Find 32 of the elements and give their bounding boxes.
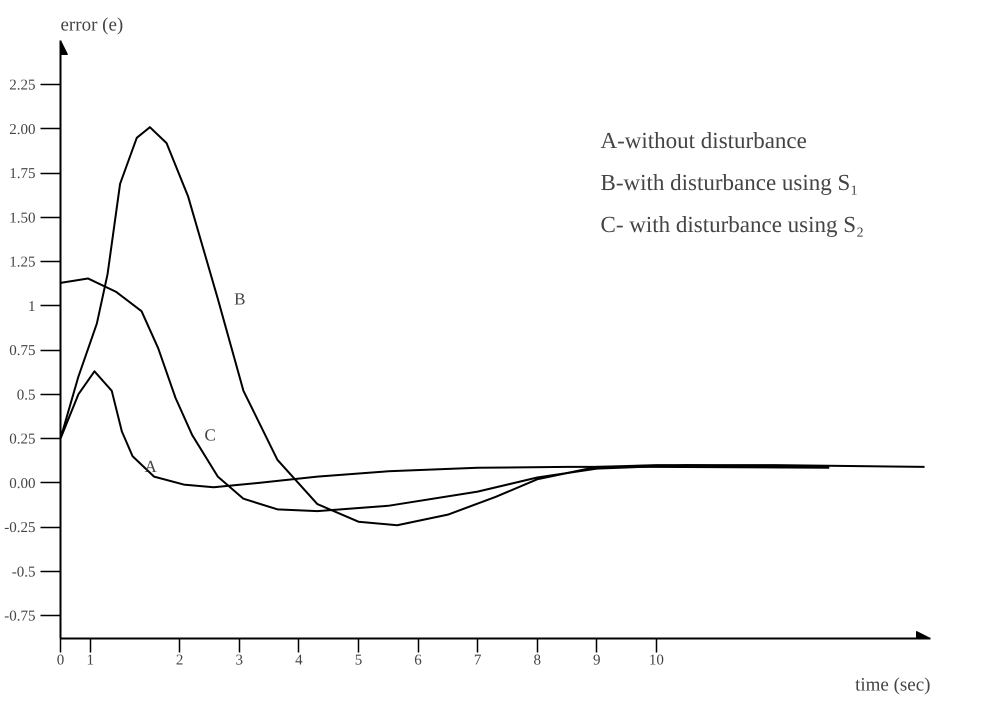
y-tick-label: -0.75: [4, 608, 36, 624]
x-tick-label: 10: [648, 652, 664, 668]
series-label: C: [204, 426, 216, 445]
y-tick-label: 1.75: [9, 166, 36, 182]
annotation: A-without disturbance: [600, 128, 807, 153]
y-tick-label: 0.00: [9, 476, 36, 492]
series-label: A: [144, 456, 158, 476]
y-tick-label: 2.25: [9, 78, 36, 94]
x-tick-label: 4: [295, 652, 304, 668]
y-axis-title: error (e): [60, 14, 124, 36]
y-tick-label: 2.00: [9, 122, 36, 138]
x-tick-label: 8: [533, 652, 541, 668]
y-tick-label: 0.75: [9, 343, 36, 360]
y-tick-label: 1: [28, 298, 36, 315]
x-tick-label: 7: [474, 652, 482, 668]
y-tick-label: 1.25: [9, 254, 36, 271]
y-tick-label: 0.5: [16, 387, 36, 404]
y-tick-label: -0.5: [12, 564, 36, 580]
x-tick-label: 0: [56, 652, 64, 668]
series-label: B: [234, 289, 246, 308]
x-axis-title: time (sec): [855, 674, 931, 696]
annotation: B-with disturbance using S₁: [600, 170, 858, 195]
x-tick-label: 5: [354, 652, 362, 668]
y-tick-label: 1.50: [9, 210, 36, 226]
y-tick-label: 0.25: [9, 432, 36, 448]
annotation: C- with disturbance using S₂: [600, 212, 864, 237]
x-tick-label: 2: [176, 652, 184, 668]
x-tick-label: 1: [86, 652, 94, 668]
x-tick-label: 3: [236, 652, 244, 668]
x-tick-label: 6: [414, 652, 422, 668]
y-tick-label: -0.25: [4, 520, 36, 536]
x-tick-label: 9: [593, 652, 601, 668]
